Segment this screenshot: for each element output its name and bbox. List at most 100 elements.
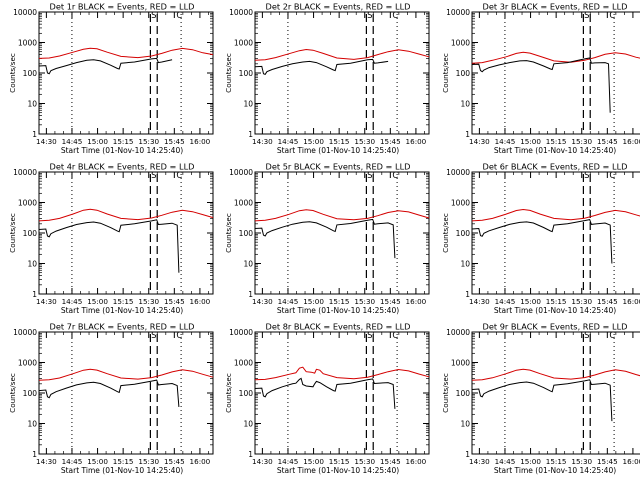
marker-flag-label: S	[367, 171, 372, 181]
panel-title: Det 9r BLACK = Events, RED = LLD	[483, 322, 628, 332]
x-tick-label: 16:00	[406, 297, 427, 306]
y-tick-label: 1	[32, 130, 37, 139]
lld-series-line	[38, 47, 214, 59]
y-tick-label: 10	[27, 260, 37, 269]
events-series-line	[254, 218, 396, 259]
plot-frame	[254, 11, 430, 135]
events-series-line	[254, 377, 396, 409]
marker-flag-label: S	[151, 11, 156, 21]
x-tick-label: 14:45	[495, 297, 516, 306]
y-tick-label: 10000	[446, 8, 470, 17]
lld-series-line	[38, 368, 214, 381]
y-tick-label: 100	[23, 229, 38, 238]
lld-series-line	[471, 368, 640, 381]
x-tick-label: 15:45	[164, 457, 185, 466]
x-tick-label: 14:45	[278, 137, 299, 146]
x-tick-label: 15:00	[520, 297, 541, 306]
lld-series-line	[254, 209, 430, 222]
y-tick-label: 1	[248, 290, 253, 299]
panel-8: Det 8r BLACK = Events, RED = LLD 1 10 100 10…	[224, 322, 430, 475]
x-tick-label: 15:00	[87, 457, 108, 466]
x-axis-label: Start Time (01-Nov-10 14:25:40)	[277, 146, 399, 155]
x-tick-label: 16:00	[406, 457, 427, 466]
y-tick-label: 10	[460, 260, 470, 269]
y-tick-label: 10	[460, 420, 470, 429]
x-tick-label: 15:30	[571, 137, 592, 146]
x-tick-label: 15:45	[380, 137, 401, 146]
x-tick-label: 15:45	[380, 297, 401, 306]
panel-6: Det 6r BLACK = Events, RED = LLD 1 10 100 10…	[441, 162, 640, 315]
y-tick-label: 10	[460, 100, 470, 109]
y-tick-label: 10000	[229, 8, 253, 17]
marker-flag-label: C	[392, 331, 398, 341]
panel-1: Det 1r BLACK = Events, RED = LLD 1 10 100 10…	[8, 2, 214, 155]
lld-series-line	[38, 208, 214, 222]
x-tick-label: 15:00	[303, 457, 324, 466]
x-tick-label: 14:30	[36, 137, 57, 146]
x-tick-label: 16:00	[190, 457, 211, 466]
x-axis-label: Start Time (01-Nov-10 14:25:40)	[277, 306, 399, 315]
plot-frame	[38, 171, 214, 295]
y-tick-label: 1000	[18, 199, 37, 208]
x-tick-label: 15:45	[380, 457, 401, 466]
y-tick-label: 10000	[446, 168, 470, 177]
marker-flag-label: S	[367, 11, 372, 21]
marker-flag-label: C	[609, 11, 615, 21]
y-tick-label: 1000	[18, 359, 37, 368]
events-series-line	[471, 219, 613, 264]
y-axis-label: Counts/sec	[8, 213, 17, 253]
x-tick-label: 15:45	[597, 137, 618, 146]
x-tick-label: 14:45	[62, 297, 83, 306]
y-axis-label: Counts/sec	[441, 53, 450, 93]
y-tick-label: 100	[23, 69, 38, 78]
events-series-line	[38, 219, 180, 273]
x-tick-label: 15:15	[546, 297, 567, 306]
x-tick-label: 15:30	[571, 297, 592, 306]
marker-flag-label: C	[609, 171, 615, 181]
lld-series-line	[254, 366, 430, 381]
panel-title: Det 5r BLACK = Events, RED = LLD	[266, 162, 411, 172]
plot-frame	[254, 331, 430, 455]
lld-series-line	[254, 48, 430, 61]
y-tick-label: 10	[27, 420, 37, 429]
y-tick-label: 1000	[234, 39, 253, 48]
x-tick-label: 15:00	[303, 297, 324, 306]
y-tick-label: 1000	[451, 39, 470, 48]
x-tick-label: 15:30	[354, 457, 375, 466]
x-tick-label: 14:30	[469, 137, 490, 146]
events-series-line	[471, 57, 611, 113]
x-tick-label: 15:15	[329, 457, 350, 466]
x-tick-label: 15:15	[329, 297, 350, 306]
events-series-line	[38, 57, 173, 75]
x-axis-label: Start Time (01-Nov-10 14:25:40)	[61, 146, 183, 155]
x-tick-label: 15:00	[303, 137, 324, 146]
x-tick-label: 15:30	[354, 137, 375, 146]
marker-flag-label: S	[151, 171, 156, 181]
x-tick-label: 15:15	[329, 137, 350, 146]
x-tick-label: 14:30	[469, 297, 490, 306]
x-tick-label: 16:00	[623, 297, 640, 306]
x-axis-label: Start Time (01-Nov-10 14:25:40)	[494, 306, 616, 315]
x-tick-label: 16:00	[190, 137, 211, 146]
y-tick-label: 1	[465, 290, 470, 299]
x-tick-label: 14:45	[495, 457, 516, 466]
x-tick-label: 15:45	[164, 297, 185, 306]
y-tick-label: 10000	[13, 168, 37, 177]
y-tick-label: 10000	[13, 8, 37, 17]
x-axis-label: Start Time (01-Nov-10 14:25:40)	[494, 146, 616, 155]
x-axis-label: Start Time (01-Nov-10 14:25:40)	[61, 306, 183, 315]
x-tick-label: 16:00	[406, 137, 427, 146]
panel-7: Det 7r BLACK = Events, RED = LLD 1 10 100 10…	[8, 322, 214, 475]
x-tick-label: 14:45	[62, 457, 83, 466]
y-tick-label: 1	[465, 130, 470, 139]
y-axis-label: Counts/sec	[8, 373, 17, 413]
x-tick-label: 15:00	[520, 137, 541, 146]
lld-series-line	[471, 208, 640, 222]
marker-flag-label: S	[367, 331, 372, 341]
events-series-line	[38, 379, 180, 407]
y-tick-label: 10000	[229, 328, 253, 337]
x-tick-label: 15:30	[138, 457, 159, 466]
y-tick-label: 1000	[234, 199, 253, 208]
x-tick-label: 15:30	[138, 137, 159, 146]
